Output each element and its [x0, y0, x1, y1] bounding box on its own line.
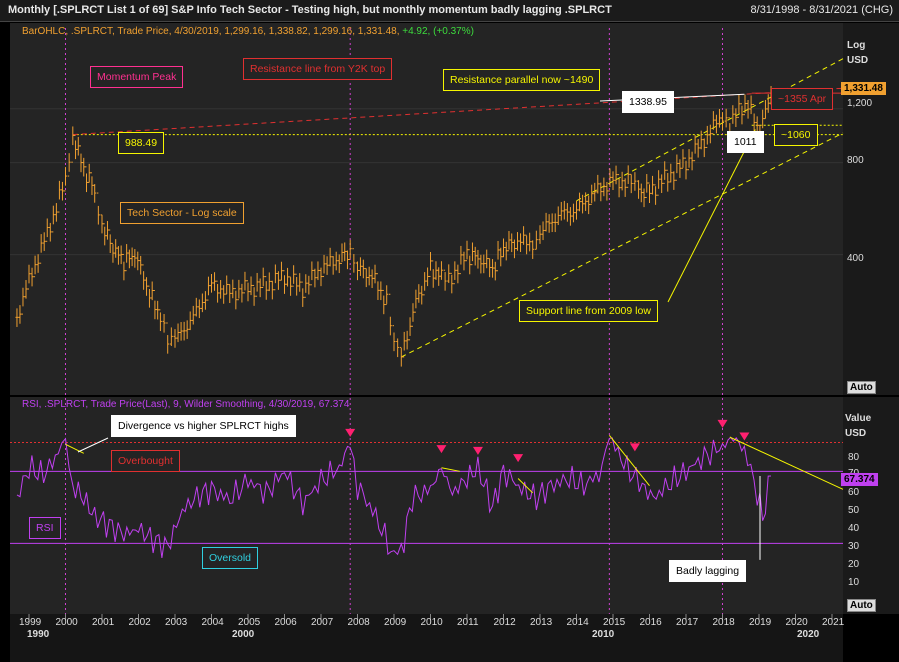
time-axis[interactable] [10, 614, 843, 662]
value-988-note: 988.49 [118, 132, 165, 154]
rsi-tick-50: 50 [848, 505, 860, 516]
rsi-tick-80: 80 [848, 452, 860, 463]
value-1011-note: 1011 [727, 131, 764, 153]
year-label-2002: 2002 [129, 617, 152, 628]
year-label-2012: 2012 [494, 617, 517, 628]
rsi-divergence-line-4 [729, 436, 844, 490]
rsi-axis[interactable] [843, 397, 899, 614]
value-1338-note: 1338.95 [622, 91, 674, 113]
price-axis-title-log: Log [847, 40, 866, 51]
year-label-2001: 2001 [92, 617, 115, 628]
decade-1990: 1990 [27, 629, 50, 640]
rsi-peak-arrow-5 [717, 419, 728, 428]
year-label-2004: 2004 [202, 617, 225, 628]
rsi-divergence-line-3 [608, 435, 650, 487]
rsi-axis-title-value: Value [845, 413, 872, 424]
rsi-legend: RSI, .SPLRCT, Trade Price(Last), 9, Wild… [22, 399, 350, 410]
value-1060-note: ~1060 [774, 124, 818, 146]
resistance-y2k-note: Resistance line from Y2K top [243, 58, 393, 80]
decade-2010: 2010 [592, 629, 615, 640]
support-line-note: Support line from 2009 low [519, 300, 658, 322]
title-bar: Monthly [.SPLRCT List 1 of 69] S&P Info … [0, 0, 899, 22]
rsi-peak-arrow-4 [629, 443, 640, 452]
year-label-2014: 2014 [567, 617, 590, 628]
year-label-2017: 2017 [676, 617, 699, 628]
price-tick-1200: 1,200 [847, 98, 873, 109]
divergence-note-connector [77, 437, 109, 453]
chart-title: Monthly [.SPLRCT List 1 of 69] S&P Info … [8, 4, 612, 16]
tech-sector-note: Tech Sector - Log scale [120, 202, 244, 224]
year-label-2018: 2018 [713, 617, 736, 628]
support-note-connector [667, 129, 756, 303]
support-trendline [401, 132, 844, 358]
rsi-tick-60: 60 [848, 487, 860, 498]
rsi-peak-arrow-1 [436, 445, 447, 454]
date-range[interactable]: 8/31/1998 - 8/31/2021 (CHG) [750, 4, 893, 16]
rsi-current-tag: 67.374 [841, 473, 878, 486]
price-legend-change: +4.92, (+0.37%) [402, 26, 474, 37]
year-label-2009: 2009 [384, 617, 407, 628]
rsi-divergence-line-2 [517, 478, 534, 494]
year-label-2008: 2008 [348, 617, 371, 628]
rsi-auto-button[interactable]: Auto [847, 599, 876, 612]
year-label-2000: 2000 [56, 617, 79, 628]
rsi-peak-arrow-3 [513, 454, 524, 463]
oversold-note: Oversold [202, 547, 259, 569]
price-auto-button[interactable]: Auto [847, 381, 876, 394]
year-label-2006: 2006 [275, 617, 298, 628]
rsi-peak-arrow-2 [472, 446, 483, 455]
rsi-tick-30: 30 [848, 541, 860, 552]
rsi-axis-title-usd: USD [845, 428, 867, 439]
rsi-note: RSI [29, 517, 61, 539]
price-tick-400: 400 [847, 253, 864, 264]
value-1355-note: ~1355 Apr [771, 88, 834, 110]
price-legend: BarOHLC, .SPLRCT, Trade Price, 4/30/2019… [22, 26, 474, 37]
year-label-2013: 2013 [530, 617, 553, 628]
rsi-divergence-line-0 [65, 443, 84, 454]
year-label-2021: 2021 [822, 617, 845, 628]
year-label-2007: 2007 [311, 617, 334, 628]
decade-2020: 2020 [797, 629, 820, 640]
price-axis-title-usd: USD [847, 55, 869, 66]
year-label-2020: 2020 [786, 617, 809, 628]
year-label-2003: 2003 [165, 617, 188, 628]
resistance-parallel-note: Resistance parallel now ~1490 [443, 69, 601, 91]
rsi-line [16, 436, 772, 558]
rsi-divergence-line-1 [441, 467, 460, 472]
year-label-2010: 2010 [421, 617, 444, 628]
year-label-1999: 1999 [19, 617, 42, 628]
momentum-peak-note: Momentum Peak [90, 66, 184, 88]
rsi-peak-arrow-6 [739, 432, 750, 441]
year-label-2015: 2015 [603, 617, 626, 628]
price-legend-values: BarOHLC, .SPLRCT, Trade Price, 4/30/2019… [22, 26, 400, 37]
rsi-tick-10: 10 [848, 577, 860, 588]
year-label-2005: 2005 [238, 617, 261, 628]
year-label-2019: 2019 [749, 617, 772, 628]
overbought-note: Overbought [111, 450, 180, 472]
rsi-peak-arrow-0 [345, 428, 356, 437]
price-tick-800: 800 [847, 155, 864, 166]
price-current-tag: 1,331.48 [841, 82, 886, 95]
year-label-2011: 2011 [457, 617, 479, 628]
rsi-tick-40: 40 [848, 523, 860, 534]
badly-lagging-note: Badly lagging [669, 560, 747, 582]
rsi-tick-20: 20 [848, 559, 860, 570]
year-label-2016: 2016 [640, 617, 663, 628]
divergence-note: Divergence vs higher SPLRCT highs [111, 415, 296, 437]
decade-2000: 2000 [232, 629, 255, 640]
